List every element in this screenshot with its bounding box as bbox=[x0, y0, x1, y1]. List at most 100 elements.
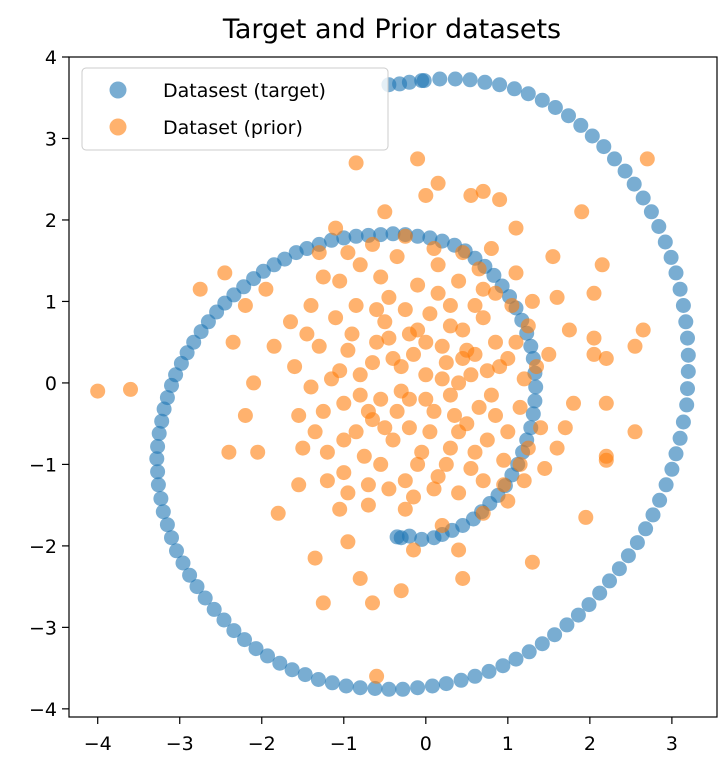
series-0-point-36 bbox=[164, 530, 179, 546]
series-1-point-93 bbox=[336, 465, 352, 481]
y-tick-label-4: 0 bbox=[45, 373, 57, 395]
series-1-point-7 bbox=[365, 595, 380, 611]
series-1-point-183 bbox=[475, 281, 491, 297]
series-1-point-56 bbox=[549, 440, 565, 456]
series-1-point-145 bbox=[303, 298, 319, 313]
series-1-point-40 bbox=[291, 477, 307, 493]
series-0-point-73 bbox=[492, 77, 508, 93]
series-0-point-64 bbox=[672, 281, 688, 297]
series-0-point-61 bbox=[680, 381, 695, 397]
series-0 bbox=[149, 71, 696, 697]
series-1-point-42 bbox=[311, 245, 327, 261]
series-0-point-122 bbox=[528, 379, 544, 395]
series-0-point-118 bbox=[426, 530, 442, 546]
series-0-point-56 bbox=[629, 535, 645, 551]
series-1-point-46 bbox=[463, 188, 479, 203]
series-1-point-70 bbox=[328, 310, 344, 326]
series-1-point-98 bbox=[414, 444, 430, 460]
series-1-point-20 bbox=[627, 424, 643, 440]
series-1-point-166 bbox=[385, 351, 401, 366]
series-0-point-44 bbox=[324, 675, 340, 691]
plot-frame bbox=[68, 56, 718, 718]
series-0-point-41 bbox=[248, 641, 264, 657]
series-1-point-32 bbox=[217, 265, 233, 281]
series-1-point-187 bbox=[455, 351, 471, 366]
series-1-point-39 bbox=[270, 505, 286, 521]
series-1-point-125 bbox=[520, 318, 536, 334]
series-1-point-141 bbox=[426, 481, 442, 497]
series-1-point-132 bbox=[344, 326, 360, 342]
series-1-point-124 bbox=[512, 399, 528, 415]
series-1-point-186 bbox=[401, 326, 417, 342]
series-0-point-129 bbox=[266, 257, 282, 273]
series-1-point-100 bbox=[442, 440, 458, 456]
series-1-point-2 bbox=[348, 155, 364, 171]
series-0-point-11 bbox=[523, 338, 539, 354]
series-1-point-62 bbox=[332, 501, 348, 517]
series-1-point-67 bbox=[516, 473, 532, 489]
series-1-point-112 bbox=[488, 285, 503, 301]
series-1-point-150 bbox=[426, 241, 442, 256]
series-1-point-156 bbox=[533, 420, 549, 436]
series-0-point-69 bbox=[596, 139, 612, 155]
series-1-point-148 bbox=[365, 236, 380, 252]
series-1-point-149 bbox=[397, 228, 413, 244]
series-1-point-121 bbox=[455, 322, 471, 338]
series-0-point-47 bbox=[410, 680, 426, 696]
series-0-point-43 bbox=[297, 667, 313, 683]
series-1-point-13 bbox=[340, 534, 356, 550]
series-0-point-31 bbox=[156, 401, 172, 417]
series-0-point-96 bbox=[169, 543, 184, 559]
series-1-point-94 bbox=[348, 424, 364, 440]
series-0-point-59 bbox=[668, 446, 684, 462]
series-1-point-12 bbox=[307, 550, 323, 566]
legend-box bbox=[81, 67, 389, 151]
series-1-point-144 bbox=[496, 477, 512, 493]
series-0-point-53 bbox=[570, 607, 586, 623]
series-1-point-179 bbox=[500, 351, 516, 366]
series-0-point-33 bbox=[149, 451, 165, 467]
series-1-point-59 bbox=[541, 346, 557, 362]
legend: Datasest (target) Dataset (prior) bbox=[81, 67, 389, 151]
series-1-point-74 bbox=[369, 302, 385, 318]
series-0-point-95 bbox=[153, 491, 169, 507]
series-1-point-90 bbox=[508, 334, 524, 350]
series-0-point-65 bbox=[663, 249, 679, 265]
series-1-point-6 bbox=[315, 595, 331, 611]
series-0-point-60 bbox=[675, 414, 691, 430]
series-0-point-70 bbox=[573, 117, 589, 133]
series-1-point-167 bbox=[418, 334, 434, 350]
series-0-point-143 bbox=[534, 636, 550, 652]
axes-layer: −4 −3 −2 −1 0 1 2 3 −4 −3 −2 −1 0 1 2 3 4 bbox=[29, 47, 718, 755]
series-1-point-38 bbox=[225, 334, 241, 350]
series-1-point-61 bbox=[549, 289, 565, 305]
series-1-point-174 bbox=[373, 391, 389, 407]
series-1-point-117 bbox=[365, 355, 380, 371]
series-1-point-3 bbox=[410, 151, 426, 167]
series-1-point-154 bbox=[524, 293, 540, 309]
series-1-point-68 bbox=[287, 359, 303, 375]
series-0-point-105 bbox=[602, 573, 617, 589]
series-1-point-116 bbox=[336, 395, 352, 411]
x-tick-label-4: 0 bbox=[420, 733, 432, 755]
series-0-point-92 bbox=[179, 345, 195, 361]
series-1-point-64 bbox=[434, 518, 450, 533]
series-0-point-68 bbox=[617, 163, 633, 179]
series-0-point-62 bbox=[680, 347, 696, 363]
series-0-point-152 bbox=[584, 128, 600, 144]
series-1-point-159 bbox=[307, 424, 323, 440]
series-1-point-43 bbox=[377, 204, 393, 220]
series-0-point-74 bbox=[462, 72, 478, 88]
series-0-point-49 bbox=[467, 668, 483, 684]
series-1-point-47 bbox=[475, 183, 491, 199]
series-0-point-66 bbox=[651, 219, 667, 234]
series-1-point-0 bbox=[90, 383, 106, 399]
series-1-point-142 bbox=[451, 485, 467, 501]
series-0-point-39 bbox=[206, 601, 222, 617]
series-0-point-100 bbox=[338, 678, 354, 694]
y-tick-label-5: 1 bbox=[45, 291, 57, 313]
series-0-point-97 bbox=[197, 590, 213, 606]
series-1-point-147 bbox=[340, 245, 356, 261]
series-1-point-111 bbox=[471, 261, 487, 277]
series-0-point-93 bbox=[159, 390, 175, 406]
